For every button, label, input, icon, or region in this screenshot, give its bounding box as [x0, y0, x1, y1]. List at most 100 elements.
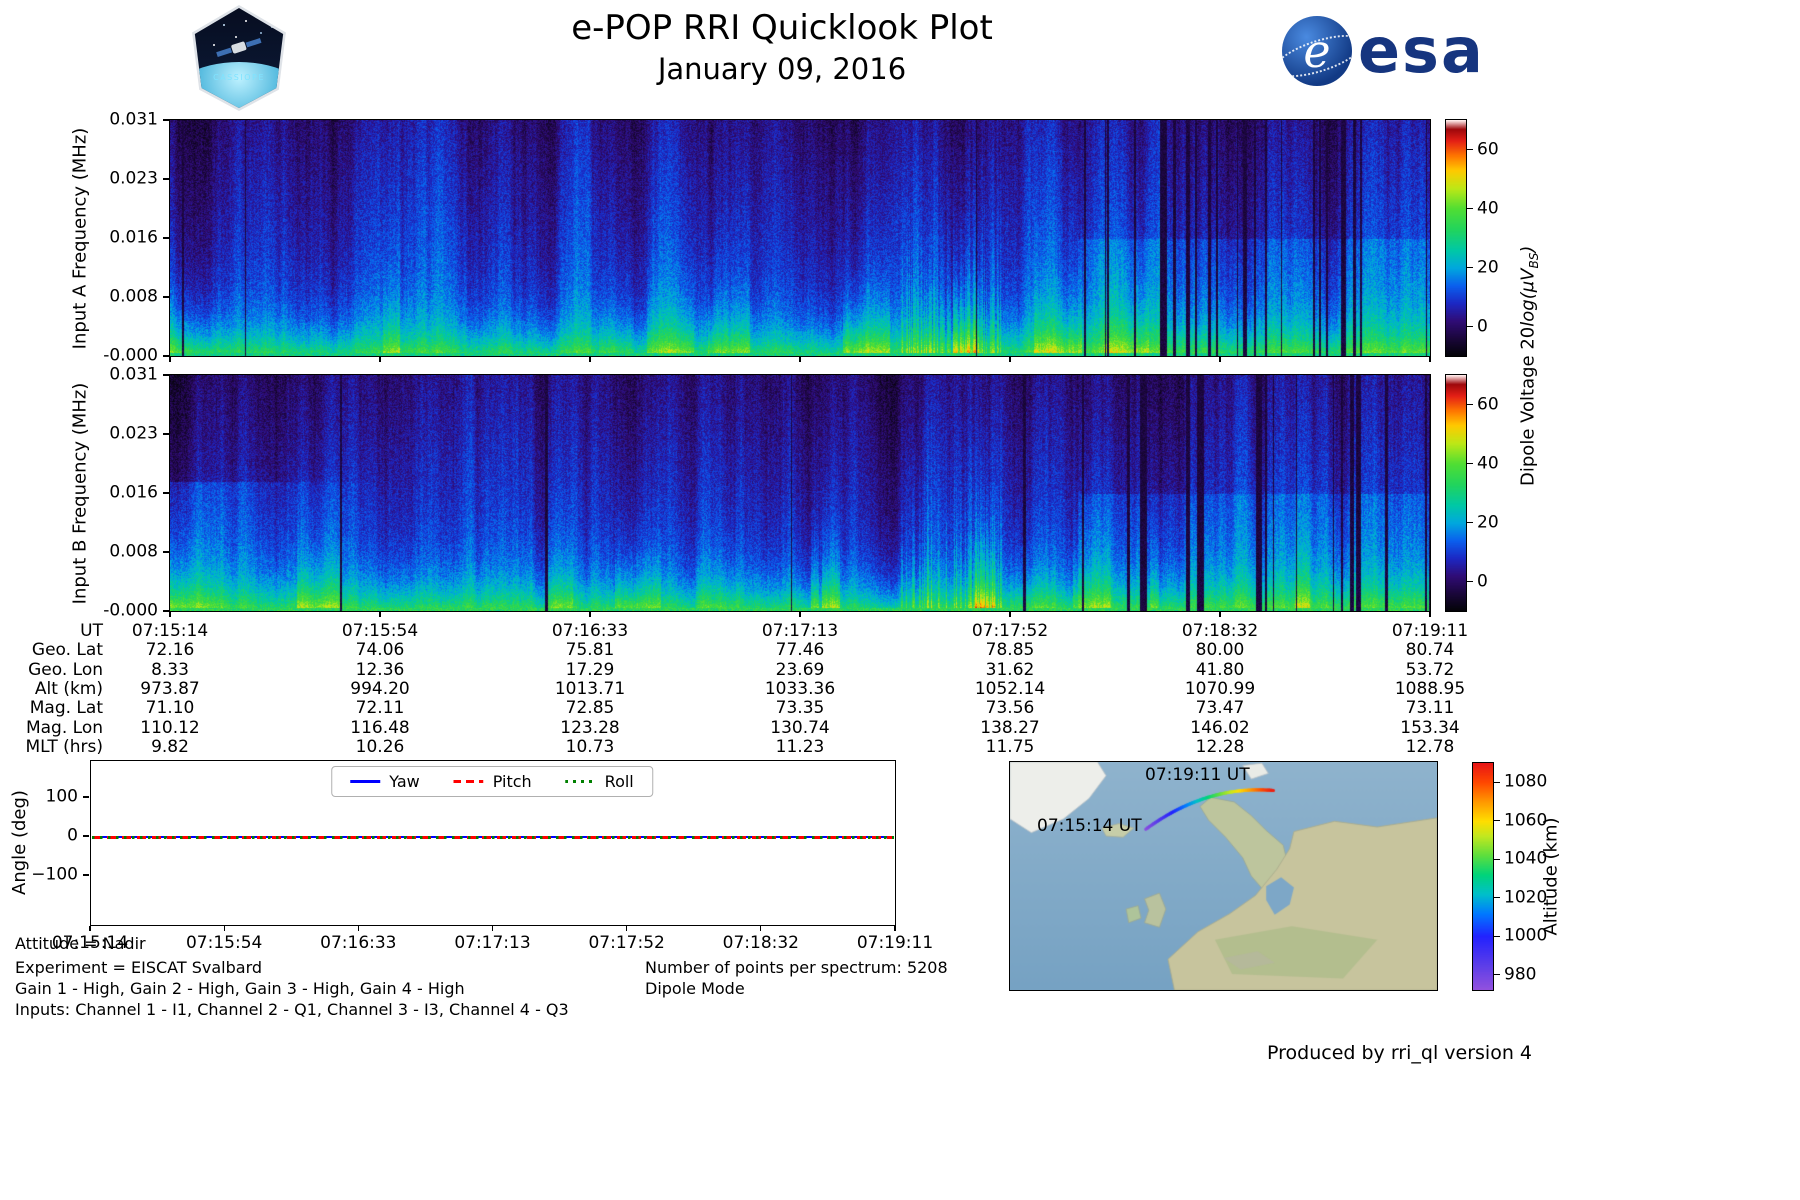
legend-label-yaw: Yaw	[389, 772, 420, 791]
altitude-tick-label: 980	[1504, 964, 1537, 985]
xtick-mark	[589, 357, 591, 362]
dipole-colorbar-label: Dipole Voltage 20log(μVBS)	[1517, 245, 1541, 486]
angle-xtick-label: 07:18:32	[722, 933, 800, 953]
legend-label-pitch: Pitch	[492, 772, 532, 791]
altitude-tick-mark	[1494, 974, 1500, 976]
altitude-tick-label: 1040	[1504, 848, 1548, 869]
yaw-line-swatch	[350, 780, 381, 783]
colorbar-tick-label: 20	[1477, 257, 1499, 277]
ephemeris-row-label: Geo. Lon	[28, 659, 103, 680]
ephemeris-cell: 07:15:54	[341, 621, 419, 641]
angle-xtick-label: 07:15:14	[51, 933, 129, 953]
ephemeris-cell: 73.47	[1195, 698, 1245, 719]
annotation-points-per-spectrum: Number of points per spectrum: 5208	[645, 958, 948, 977]
ephemeris-cell: 1070.99	[1184, 678, 1256, 699]
colorbar-tick-label: 0	[1477, 316, 1488, 336]
ephemeris-cell: 138.27	[980, 717, 1040, 738]
colorbar-tick-label: 0	[1477, 571, 1488, 591]
mission-name: CASSIOPE	[213, 73, 265, 82]
legend-label-roll: Roll	[604, 772, 634, 791]
ephemeris-row-label: Mag. Lon	[25, 717, 103, 738]
angle-xtick-label: 07:16:33	[320, 933, 397, 953]
figure-date: January 09, 2016	[657, 52, 907, 86]
legend-item-roll: Roll	[565, 772, 634, 791]
attitude-legend: Yaw Pitch Roll	[331, 766, 653, 797]
ytick-mark	[163, 119, 169, 121]
altitude-tick-label: 1020	[1504, 887, 1548, 908]
ephemeris-cell: 07:15:14	[131, 621, 209, 641]
xtick-mark	[799, 357, 801, 362]
ephemeris-cell: 78.85	[985, 640, 1035, 661]
angle-xtick-label: 07:17:52	[588, 933, 665, 953]
ytick-mark	[163, 551, 169, 553]
ephemeris-cell: 41.80	[1195, 659, 1245, 680]
ephemeris-cell: 80.00	[1195, 640, 1245, 661]
angle-xtick-mark	[223, 926, 225, 931]
xtick-mark	[379, 357, 381, 362]
ytick-label: -0.000	[103, 345, 158, 366]
colorbar-tick-label: 40	[1477, 453, 1499, 473]
ephemeris-cell: 71.10	[145, 698, 195, 719]
ephemeris-row-label: Mag. Lat	[29, 698, 103, 719]
legend-item-pitch: Pitch	[453, 772, 532, 791]
ytick-label: 0.016	[109, 482, 158, 503]
colorbar-tick-label: 40	[1477, 198, 1499, 218]
altitude-tick-mark	[1494, 781, 1500, 783]
ephemeris-cell: 1088.95	[1394, 678, 1466, 699]
ephemeris-cell: 23.69	[775, 659, 825, 680]
track-start-time-label: 07:15:14 UT	[1037, 816, 1142, 836]
annotation-dipole-mode: Dipole Mode	[645, 979, 745, 998]
colorbar-tick-mark	[1467, 403, 1473, 406]
ephemeris-cell: 12.36	[355, 659, 405, 680]
colorbar-tick-mark	[1467, 266, 1473, 269]
ephemeris-cell: 146.02	[1190, 717, 1250, 738]
ephemeris-cell: 31.62	[985, 659, 1035, 680]
angle-ytick-mark	[83, 874, 89, 876]
ephemeris-cell: 1033.36	[764, 678, 836, 699]
ytick-label: 0.008	[109, 286, 158, 307]
ephemeris-row-label: MLT (hrs)	[25, 736, 103, 757]
ephemeris-cell: 8.33	[151, 659, 189, 680]
ytick-label: 0.016	[109, 227, 158, 248]
altitude-tick-mark	[1494, 820, 1500, 822]
ytick-label: 0.031	[109, 364, 158, 385]
mission-patch-hexagon: CASSIOPE	[192, 5, 286, 111]
ytick-mark	[163, 296, 169, 298]
angle-ytick-mark	[83, 796, 89, 798]
dipole-colorbar-label-wrap: Dipole Voltage 20log(μVBS)	[1506, 120, 1552, 611]
ytick-mark	[163, 374, 169, 376]
colorbar-tick-label: 60	[1477, 139, 1499, 159]
altitude-tick-mark	[1494, 935, 1500, 937]
angle-ytick-label: −100	[31, 864, 78, 885]
angle-xtick-mark	[89, 926, 91, 931]
ephemeris-cell: 10.26	[355, 736, 405, 757]
ephemeris-cell: 73.56	[985, 698, 1035, 719]
ytick-mark	[163, 355, 169, 357]
ephemeris-cell: 153.34	[1400, 717, 1460, 738]
ephemeris-cell: 11.23	[775, 736, 825, 757]
ephemeris-row-label: Alt (km)	[34, 678, 103, 699]
angle-xtick-mark	[626, 926, 628, 931]
ytick-label: 0.031	[109, 109, 158, 130]
angle-xtick-label: 07:17:13	[454, 933, 531, 953]
annotation-experiment: Experiment = EISCAT Svalbard	[15, 958, 263, 977]
altitude-label-wrap: Altitude (km)	[1530, 763, 1572, 990]
ephemeris-cell: 07:19:11	[1391, 621, 1469, 641]
xtick-mark	[1429, 357, 1431, 362]
esa-logo: e esa	[1282, 16, 1485, 86]
colorbar-tick-mark	[1467, 580, 1473, 583]
ytick-label: 0.008	[109, 541, 158, 562]
altitude-tick-label: 1080	[1504, 771, 1548, 792]
ground-track-map	[1010, 762, 1437, 990]
figure-title: e-POP RRI Quicklook Plot	[571, 8, 993, 48]
xtick-mark	[589, 612, 591, 617]
xtick-mark	[1219, 357, 1221, 362]
ephemeris-cell: 110.12	[140, 717, 200, 738]
angle-xtick-mark	[357, 926, 359, 931]
ephemeris-cell: 72.11	[355, 698, 405, 719]
angle-xtick-mark	[760, 926, 762, 931]
ephemeris-cell: 74.06	[355, 640, 405, 661]
ytick-mark	[163, 178, 169, 180]
altitude-tick-mark	[1494, 897, 1500, 899]
ephemeris-cell: 80.74	[1405, 640, 1455, 661]
